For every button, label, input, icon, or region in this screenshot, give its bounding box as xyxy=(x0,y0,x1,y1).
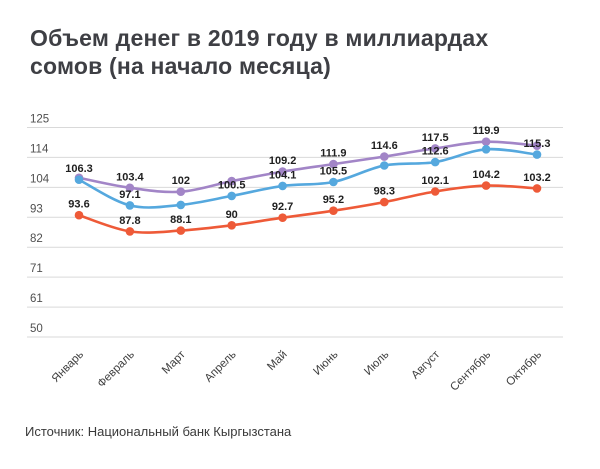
data-point-label: 102.1 xyxy=(421,175,449,187)
chart-title: Объем денег в 2019 году в миллиардах сом… xyxy=(30,25,489,80)
data-point xyxy=(176,187,186,196)
data-point xyxy=(125,183,135,193)
data-point xyxy=(278,167,287,176)
data-point-label: 93.6 xyxy=(68,199,89,211)
data-point-label: 112.6 xyxy=(422,146,449,158)
data-point-label: 104.1 xyxy=(269,169,297,181)
x-axis-label: Март xyxy=(160,348,188,376)
y-axis-tick: 114 xyxy=(30,143,49,155)
data-point xyxy=(532,184,542,193)
data-point xyxy=(176,226,186,235)
data-point xyxy=(481,137,491,146)
y-axis-tick: 50 xyxy=(30,323,43,335)
data-point-label: 117.5 xyxy=(422,132,449,144)
data-point-label: 88.1 xyxy=(170,214,191,226)
data-point-label: 100.5 xyxy=(218,179,246,191)
data-point-label: 95.2 xyxy=(323,194,344,206)
data-point-label: 97.1 xyxy=(119,189,140,201)
x-axis-label: Февраль xyxy=(95,349,137,391)
y-axis-tick: 82 xyxy=(30,233,43,245)
data-point xyxy=(481,181,491,190)
data-point xyxy=(227,221,236,230)
data-point-label: 98.3 xyxy=(374,186,395,198)
data-point xyxy=(125,227,135,236)
data-point-label: 114.6 xyxy=(371,140,398,152)
data-point xyxy=(380,152,389,161)
data-point-label: 115.3 xyxy=(524,138,551,150)
data-point xyxy=(380,197,389,207)
data-point-label: 119.9 xyxy=(473,125,500,137)
y-axis-tick: 125 xyxy=(30,114,49,126)
data-point xyxy=(329,159,338,169)
data-point xyxy=(329,206,338,215)
data-point-label: 92.7 xyxy=(272,201,293,213)
data-point xyxy=(380,161,389,170)
data-point xyxy=(430,157,440,167)
data-point xyxy=(278,213,287,222)
data-point-label: 109.2 xyxy=(269,155,297,167)
x-axis-label: Январь xyxy=(50,349,86,385)
x-axis-label: Октябрь xyxy=(504,349,544,389)
x-axis-label: Сентябрь xyxy=(448,349,493,394)
data-point xyxy=(176,200,186,210)
data-point xyxy=(125,201,135,210)
y-axis-tick: 104 xyxy=(30,173,50,185)
x-axis-label: Апрель xyxy=(203,349,239,385)
series-line-purple xyxy=(77,140,539,194)
x-axis-label: Июль xyxy=(362,349,391,378)
y-axis-tick: 71 xyxy=(30,263,43,275)
data-point-label: 103.2 xyxy=(523,172,551,184)
data-point xyxy=(532,150,542,159)
data-point-label: 104.2 xyxy=(472,169,500,181)
data-point xyxy=(227,191,236,201)
series-line-blue xyxy=(77,147,539,209)
x-axis-label: Август xyxy=(409,348,442,381)
data-point xyxy=(329,177,338,187)
data-point-label: 102 xyxy=(172,175,190,187)
data-point-label: 105.5 xyxy=(320,166,348,178)
data-point xyxy=(227,176,236,186)
data-point xyxy=(430,144,440,153)
y-axis-tick: 93 xyxy=(30,203,43,215)
x-axis-label: Июнь xyxy=(311,349,340,378)
y-axis-tick: 61 xyxy=(30,293,43,305)
data-point-label: 87.8 xyxy=(119,215,140,227)
data-point-label: 106.3 xyxy=(65,163,93,175)
data-point-label: 103.4 xyxy=(116,171,144,183)
x-axis-label: Май xyxy=(265,349,289,373)
data-point xyxy=(430,187,440,196)
series-line-orange xyxy=(77,184,539,234)
data-point xyxy=(532,141,542,150)
data-point xyxy=(74,210,84,220)
data-point xyxy=(278,181,287,191)
data-point xyxy=(481,145,491,154)
source-note: Источник: Национальный банк Кыргызстана xyxy=(25,424,292,439)
data-point-label: 90 xyxy=(226,209,238,221)
data-point-label: 111.9 xyxy=(320,148,346,160)
data-point xyxy=(74,175,84,184)
